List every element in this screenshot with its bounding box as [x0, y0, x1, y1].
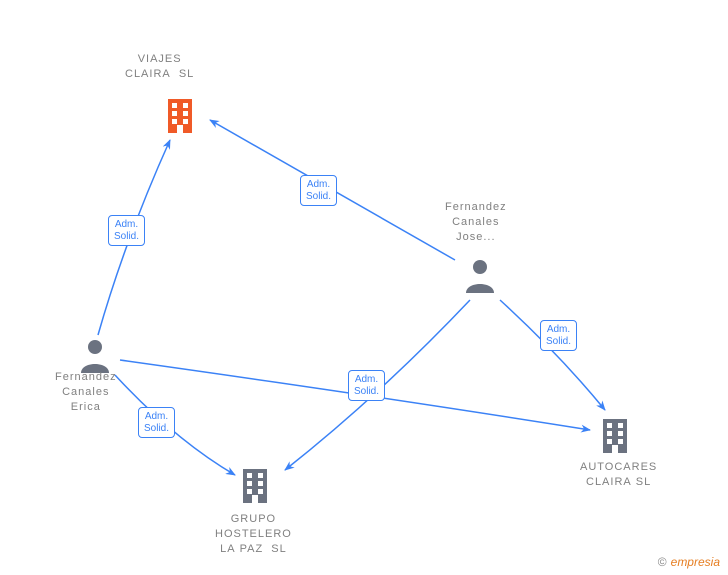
building-icon [160, 95, 200, 135]
person-icon [460, 255, 500, 295]
node-label: FernandezCanalesJose... [445, 200, 507, 245]
edge-label: Adm. Solid. [138, 407, 175, 438]
node-label: FernandezCanalesErica [55, 370, 117, 415]
node-label: AUTOCARESCLAIRA SL [580, 460, 657, 490]
building-icon [595, 415, 635, 455]
edge-line [500, 300, 605, 410]
building-icon [235, 465, 275, 505]
watermark: © empresia [658, 555, 720, 569]
brand-name: empresia [671, 555, 720, 569]
person-icon [75, 335, 115, 375]
copyright-symbol: © [658, 555, 667, 569]
node-label: VIAJESCLAIRA SL [125, 52, 194, 82]
edge-label: Adm. Solid. [348, 370, 385, 401]
edge-label: Adm. Solid. [108, 215, 145, 246]
edge-label: Adm. Solid. [300, 175, 337, 206]
node-label: GRUPOHOSTELEROLA PAZ SL [215, 512, 292, 557]
edge-label: Adm. Solid. [540, 320, 577, 351]
